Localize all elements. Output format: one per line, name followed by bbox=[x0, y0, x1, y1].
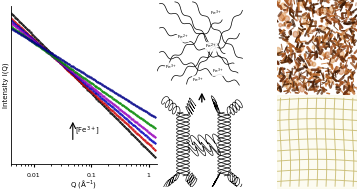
Circle shape bbox=[276, 67, 278, 70]
Circle shape bbox=[278, 0, 280, 2]
Circle shape bbox=[329, 6, 334, 12]
Circle shape bbox=[327, 18, 331, 23]
Circle shape bbox=[316, 87, 318, 89]
Circle shape bbox=[317, 67, 320, 71]
Circle shape bbox=[295, 48, 299, 52]
Circle shape bbox=[326, 76, 327, 78]
Circle shape bbox=[330, 64, 332, 67]
Circle shape bbox=[298, 48, 302, 53]
Circle shape bbox=[309, 61, 313, 66]
Circle shape bbox=[286, 83, 291, 89]
Circle shape bbox=[342, 34, 346, 39]
Circle shape bbox=[287, 78, 290, 82]
Circle shape bbox=[352, 39, 356, 43]
Circle shape bbox=[286, 0, 292, 4]
Circle shape bbox=[280, 13, 286, 19]
Circle shape bbox=[347, 91, 350, 95]
Circle shape bbox=[276, 85, 279, 88]
Circle shape bbox=[322, 10, 326, 14]
Circle shape bbox=[277, 52, 280, 56]
Text: Fe$^{3+}$: Fe$^{3+}$ bbox=[212, 67, 225, 76]
Text: Fe$^{2+}$: Fe$^{2+}$ bbox=[205, 42, 217, 51]
Circle shape bbox=[279, 23, 282, 27]
Circle shape bbox=[312, 46, 315, 49]
Circle shape bbox=[281, 3, 286, 9]
Circle shape bbox=[345, 84, 347, 86]
Circle shape bbox=[340, 37, 343, 40]
Circle shape bbox=[321, 26, 325, 32]
Circle shape bbox=[307, 71, 309, 73]
Circle shape bbox=[295, 64, 299, 69]
Circle shape bbox=[338, 51, 344, 57]
Circle shape bbox=[325, 27, 328, 30]
Circle shape bbox=[287, 42, 289, 44]
Circle shape bbox=[276, 47, 281, 54]
Circle shape bbox=[321, 20, 322, 22]
Circle shape bbox=[330, 13, 332, 16]
Circle shape bbox=[315, 77, 320, 82]
Circle shape bbox=[300, 86, 305, 92]
Circle shape bbox=[287, 9, 288, 11]
Circle shape bbox=[302, 3, 306, 8]
X-axis label: Q ($\rm\AA^{-1}$): Q ($\rm\AA^{-1}$) bbox=[70, 178, 97, 189]
Text: Fe$^{2+}$: Fe$^{2+}$ bbox=[177, 33, 189, 42]
Circle shape bbox=[313, 37, 317, 41]
Circle shape bbox=[324, 34, 328, 38]
Circle shape bbox=[330, 57, 335, 63]
Circle shape bbox=[312, 74, 316, 79]
Circle shape bbox=[303, 81, 305, 83]
Circle shape bbox=[322, 52, 324, 56]
Circle shape bbox=[327, 37, 328, 39]
Circle shape bbox=[293, 31, 298, 37]
Circle shape bbox=[326, 52, 329, 57]
Circle shape bbox=[295, 81, 299, 85]
Circle shape bbox=[323, 54, 326, 57]
Circle shape bbox=[298, 29, 303, 35]
Circle shape bbox=[323, 38, 327, 41]
Circle shape bbox=[312, 62, 316, 66]
Text: Fe$^{3+}$: Fe$^{3+}$ bbox=[165, 63, 177, 72]
Circle shape bbox=[326, 22, 328, 25]
Y-axis label: Intensity I(Q): Intensity I(Q) bbox=[3, 62, 9, 108]
Circle shape bbox=[288, 23, 291, 27]
Circle shape bbox=[286, 74, 289, 77]
Circle shape bbox=[285, 16, 290, 22]
Circle shape bbox=[287, 25, 290, 29]
Circle shape bbox=[303, 15, 306, 19]
Circle shape bbox=[321, 7, 324, 11]
Text: Fe$^{3+}$: Fe$^{3+}$ bbox=[192, 76, 204, 85]
Circle shape bbox=[282, 81, 288, 87]
Circle shape bbox=[307, 23, 311, 28]
Text: [Fe$^{3+}$]: [Fe$^{3+}$] bbox=[75, 124, 100, 137]
Circle shape bbox=[303, 20, 307, 25]
Text: Fe$^{3+}$: Fe$^{3+}$ bbox=[210, 9, 222, 18]
Circle shape bbox=[338, 0, 342, 3]
Circle shape bbox=[303, 64, 305, 66]
Circle shape bbox=[328, 73, 330, 76]
Circle shape bbox=[317, 9, 322, 15]
Circle shape bbox=[286, 56, 288, 59]
Circle shape bbox=[307, 28, 311, 33]
Circle shape bbox=[342, 0, 345, 4]
Circle shape bbox=[338, 68, 344, 74]
Circle shape bbox=[284, 9, 287, 13]
Circle shape bbox=[290, 79, 295, 86]
Circle shape bbox=[326, 77, 332, 83]
Circle shape bbox=[340, 56, 344, 61]
Circle shape bbox=[308, 69, 312, 74]
Circle shape bbox=[346, 2, 351, 8]
Circle shape bbox=[299, 1, 303, 6]
Circle shape bbox=[299, 45, 304, 51]
Circle shape bbox=[279, 14, 284, 21]
